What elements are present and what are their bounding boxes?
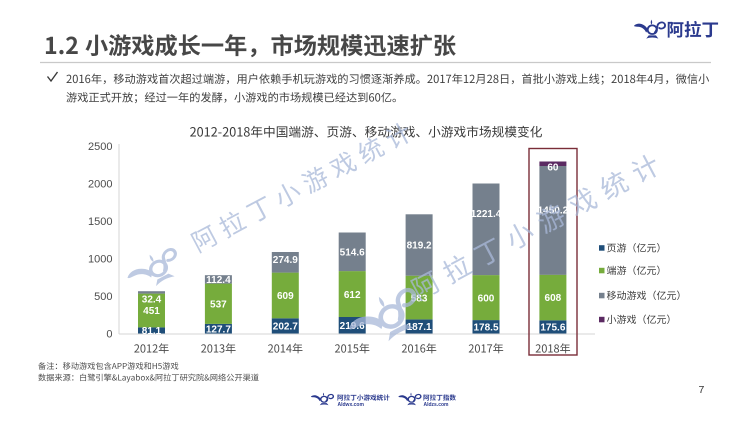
svg-text:1000: 1000 <box>88 253 112 265</box>
svg-text:60: 60 <box>547 162 559 173</box>
svg-text:819.2: 819.2 <box>407 241 432 252</box>
svg-text:514.6: 514.6 <box>340 248 365 259</box>
svg-text:178.5: 178.5 <box>473 323 498 334</box>
svg-text:175.6: 175.6 <box>540 323 565 334</box>
svg-text:1450.2: 1450.2 <box>538 206 569 217</box>
svg-text:609: 609 <box>277 291 294 302</box>
svg-text:0: 0 <box>106 328 112 340</box>
svg-text:2500: 2500 <box>88 141 112 153</box>
svg-text:537: 537 <box>210 300 227 311</box>
svg-text:Aldwx.com: Aldwx.com <box>338 402 365 408</box>
svg-text:583: 583 <box>411 293 428 304</box>
svg-text:7: 7 <box>699 384 705 396</box>
svg-text:608: 608 <box>545 293 562 304</box>
svg-text:81.1: 81.1 <box>142 326 162 337</box>
svg-text:32.4: 32.4 <box>142 295 162 306</box>
svg-text:1221.4: 1221.4 <box>471 209 502 220</box>
svg-text:451: 451 <box>143 306 160 317</box>
svg-text:600: 600 <box>478 293 495 304</box>
svg-text:274.9: 274.9 <box>273 255 298 266</box>
svg-text:612: 612 <box>344 290 361 301</box>
svg-text:Aldzs.com: Aldzs.com <box>424 402 450 408</box>
svg-text:2000: 2000 <box>88 178 112 190</box>
svg-text:127.7: 127.7 <box>206 324 231 335</box>
svg-text:202.7: 202.7 <box>273 322 298 333</box>
svg-text:1500: 1500 <box>88 216 112 228</box>
svg-text:187.1: 187.1 <box>407 322 432 333</box>
svg-text:500: 500 <box>94 291 112 303</box>
svg-text:112.4: 112.4 <box>206 275 231 286</box>
